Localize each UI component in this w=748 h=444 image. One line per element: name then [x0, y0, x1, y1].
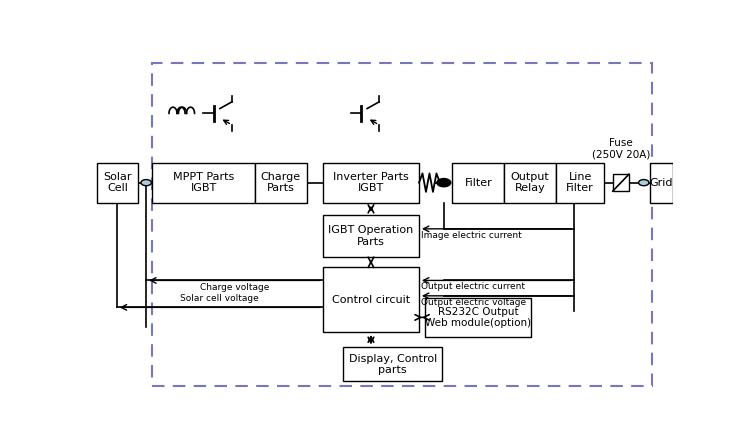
Text: Charge voltage: Charge voltage: [200, 283, 269, 292]
Bar: [255, 163, 307, 202]
Circle shape: [639, 179, 649, 186]
Bar: [152, 63, 652, 386]
Bar: [97, 163, 138, 202]
Bar: [153, 163, 255, 202]
Text: Filter: Filter: [465, 178, 492, 188]
Text: Image electric current: Image electric current: [420, 230, 521, 240]
Text: Grid: Grid: [650, 178, 673, 188]
Bar: [425, 298, 531, 337]
Bar: [343, 347, 442, 381]
Bar: [557, 163, 604, 202]
Text: Display, Control
parts: Display, Control parts: [349, 353, 437, 375]
Text: Line
Filter: Line Filter: [566, 172, 594, 194]
Bar: [323, 215, 419, 258]
Bar: [323, 163, 419, 202]
Text: Solar
Cell: Solar Cell: [103, 172, 132, 194]
Text: Inverter Parts
IGBT: Inverter Parts IGBT: [333, 172, 409, 194]
Text: Control circuit: Control circuit: [332, 295, 410, 305]
Bar: [504, 163, 557, 202]
Circle shape: [437, 178, 451, 187]
Circle shape: [141, 179, 151, 186]
Text: RS232C Output
Web module(option): RS232C Output Web module(option): [425, 307, 531, 328]
Text: Solar cell voltage: Solar cell voltage: [180, 294, 260, 303]
Bar: [453, 163, 504, 202]
Bar: [613, 174, 629, 191]
Text: Fuse
(250V 20A): Fuse (250V 20A): [592, 138, 651, 159]
Text: Output
Relay: Output Relay: [511, 172, 550, 194]
Bar: [650, 163, 673, 202]
Text: MPPT Parts
IGBT: MPPT Parts IGBT: [173, 172, 234, 194]
Text: Output electric current: Output electric current: [420, 282, 524, 291]
Text: Charge
Parts: Charge Parts: [260, 172, 301, 194]
Text: Output electric voltage: Output electric voltage: [420, 297, 526, 306]
Bar: [323, 267, 419, 332]
Text: IGBT Operation
Parts: IGBT Operation Parts: [328, 226, 414, 247]
